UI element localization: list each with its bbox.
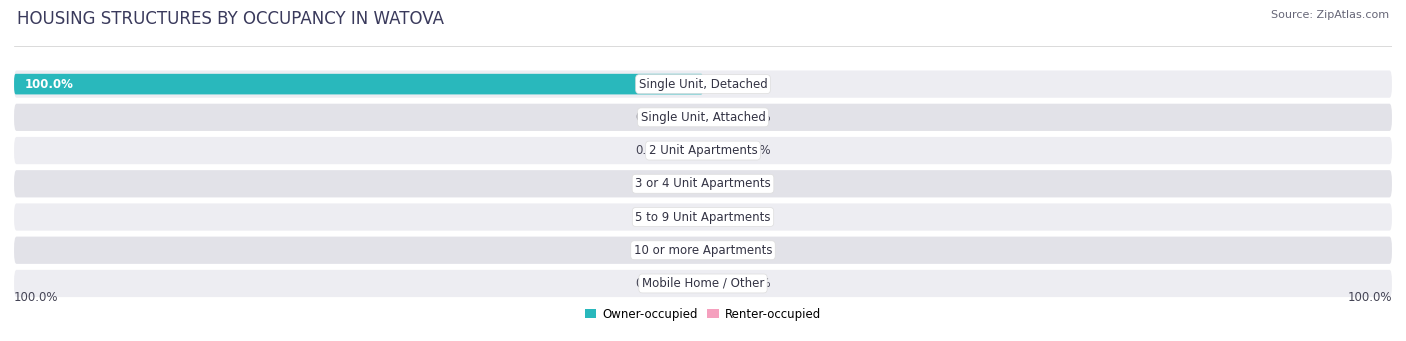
Text: Mobile Home / Other: Mobile Home / Other — [641, 277, 765, 290]
Text: 5 to 9 Unit Apartments: 5 to 9 Unit Apartments — [636, 210, 770, 223]
FancyBboxPatch shape — [14, 71, 1392, 98]
Text: 0.0%: 0.0% — [741, 277, 770, 290]
FancyBboxPatch shape — [14, 137, 1392, 164]
Text: 0.0%: 0.0% — [636, 244, 665, 257]
FancyBboxPatch shape — [14, 74, 703, 94]
Text: 2 Unit Apartments: 2 Unit Apartments — [648, 144, 758, 157]
Text: 0.0%: 0.0% — [741, 144, 770, 157]
Text: 100.0%: 100.0% — [24, 78, 73, 91]
Text: 10 or more Apartments: 10 or more Apartments — [634, 244, 772, 257]
Text: 0.0%: 0.0% — [636, 177, 665, 190]
Text: 100.0%: 100.0% — [1347, 291, 1392, 304]
Text: HOUSING STRUCTURES BY OCCUPANCY IN WATOVA: HOUSING STRUCTURES BY OCCUPANCY IN WATOV… — [17, 10, 444, 28]
FancyBboxPatch shape — [14, 104, 1392, 131]
Text: Single Unit, Detached: Single Unit, Detached — [638, 78, 768, 91]
Text: 0.0%: 0.0% — [636, 111, 665, 124]
Text: 0.0%: 0.0% — [636, 144, 665, 157]
Text: Source: ZipAtlas.com: Source: ZipAtlas.com — [1271, 10, 1389, 20]
Text: 3 or 4 Unit Apartments: 3 or 4 Unit Apartments — [636, 177, 770, 190]
Text: 0.0%: 0.0% — [741, 177, 770, 190]
Text: Single Unit, Attached: Single Unit, Attached — [641, 111, 765, 124]
FancyBboxPatch shape — [14, 237, 1392, 264]
FancyBboxPatch shape — [14, 270, 1392, 297]
FancyBboxPatch shape — [14, 203, 1392, 231]
FancyBboxPatch shape — [14, 170, 1392, 197]
Text: 0.0%: 0.0% — [741, 210, 770, 223]
Text: 0.0%: 0.0% — [636, 210, 665, 223]
Text: 0.0%: 0.0% — [636, 277, 665, 290]
Text: 100.0%: 100.0% — [14, 291, 59, 304]
Text: 0.0%: 0.0% — [741, 244, 770, 257]
Text: 0.0%: 0.0% — [741, 78, 770, 91]
Text: 0.0%: 0.0% — [741, 111, 770, 124]
Legend: Owner-occupied, Renter-occupied: Owner-occupied, Renter-occupied — [579, 303, 827, 325]
